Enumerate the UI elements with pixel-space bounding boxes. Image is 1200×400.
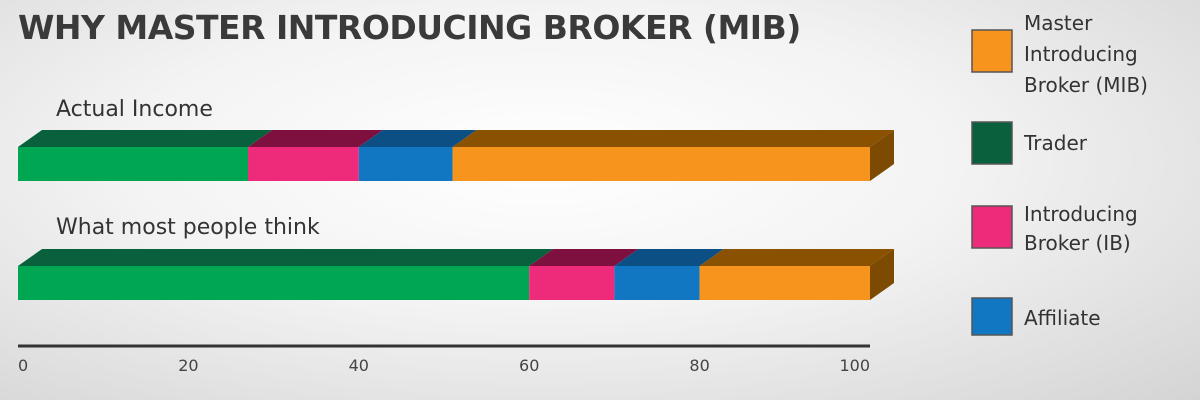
- bar-segment-top: [529, 249, 639, 266]
- row-label: What most people think: [56, 215, 320, 240]
- bar-segment-top: [452, 130, 894, 147]
- legend-label: Master: [1024, 11, 1093, 35]
- bar-segment-side: [870, 130, 894, 181]
- bar-segment: [18, 147, 249, 181]
- bar-segment-top: [358, 130, 477, 147]
- legend-label: Broker (IB): [1024, 231, 1131, 255]
- legend-swatch: [971, 297, 1013, 336]
- row-label: Actual Income: [56, 97, 213, 122]
- bar-segment: [18, 266, 530, 300]
- x-tick-label: 20: [178, 356, 198, 375]
- legend-swatch: [971, 121, 1013, 165]
- legend-label: Trader: [1023, 131, 1088, 155]
- legend-label: Introducing: [1024, 202, 1138, 226]
- bar-segment: [248, 147, 359, 181]
- bar-segment: [452, 147, 870, 181]
- legend-label: Broker (MIB): [1024, 73, 1148, 97]
- x-tick-label: 40: [349, 356, 369, 375]
- bar-segment-side: [870, 249, 894, 300]
- bar-segment-top: [614, 249, 724, 266]
- chart-title: WHY MASTER INTRODUCING BROKER (MIB): [18, 8, 801, 47]
- x-tick-label: 0: [18, 356, 28, 375]
- x-tick-label: 60: [519, 356, 539, 375]
- bar-segment-top: [248, 130, 383, 147]
- bar-segment: [699, 266, 870, 300]
- bar-segment-top: [699, 249, 894, 266]
- legend-swatch: [971, 205, 1013, 249]
- bar-segment-top: [18, 130, 273, 147]
- bar-segment: [614, 266, 700, 300]
- legend-swatch: [971, 29, 1013, 73]
- legend-label: Affiliate: [1024, 306, 1101, 330]
- x-tick-label: 100: [839, 356, 870, 375]
- legend-label: Introducing: [1024, 42, 1138, 66]
- bar-segment: [529, 266, 615, 300]
- x-tick-label: 80: [689, 356, 709, 375]
- bar-segment: [358, 147, 453, 181]
- bar-segment-top: [18, 249, 554, 266]
